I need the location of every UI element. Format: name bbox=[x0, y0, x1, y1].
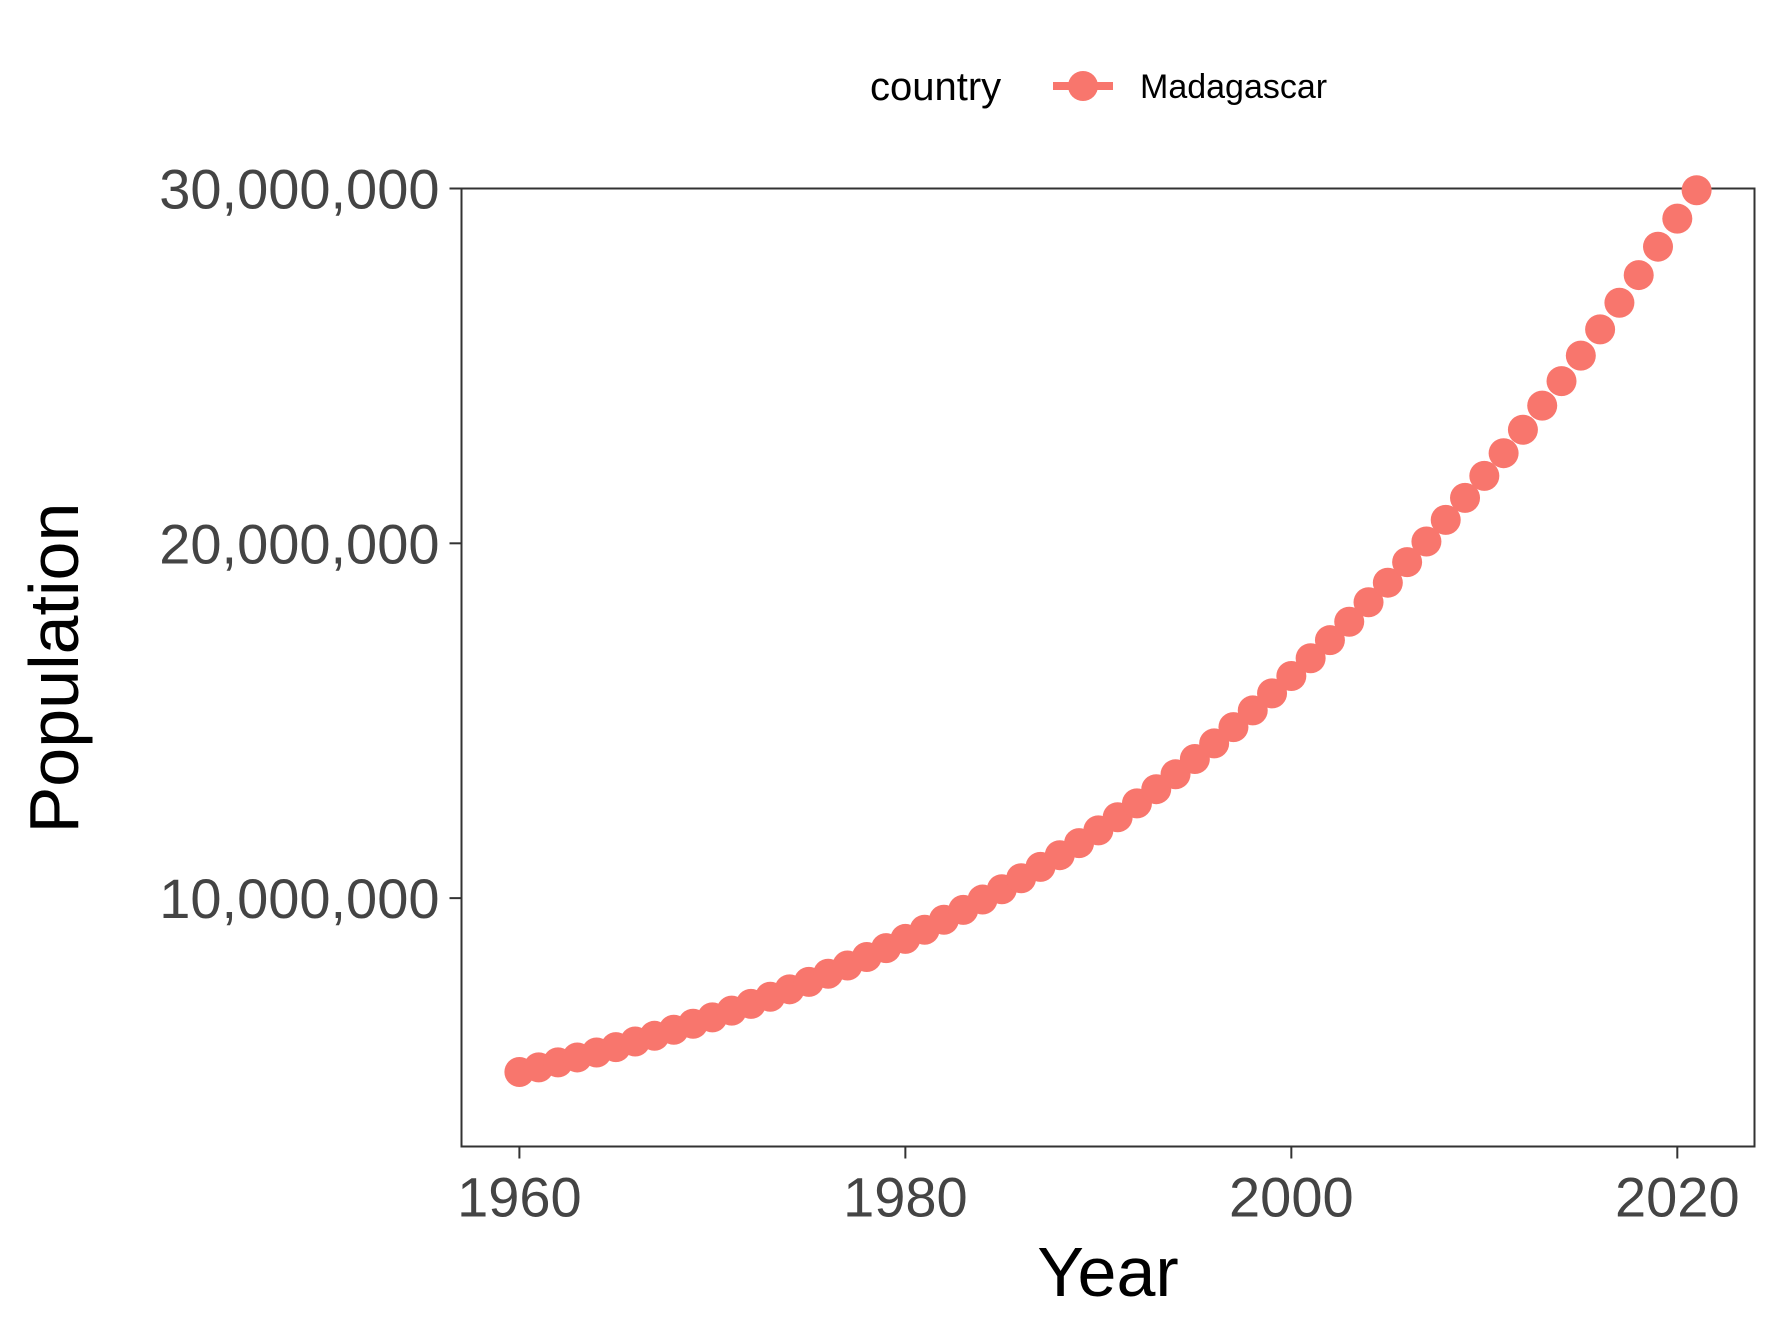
data-point-2020 bbox=[1662, 203, 1693, 234]
y-tick-label-1: 20,000,000 bbox=[159, 512, 439, 575]
legend: country Madagascar bbox=[870, 65, 1327, 109]
data-point-2004 bbox=[1353, 587, 1384, 618]
legend-title: country bbox=[870, 65, 1001, 109]
data-points bbox=[504, 175, 1712, 1087]
data-point-2017 bbox=[1604, 287, 1635, 318]
x-tick-label-1960: 1960 bbox=[457, 1166, 582, 1229]
legend-label-madagascar: Madagascar bbox=[1140, 68, 1327, 106]
data-point-2011 bbox=[1488, 438, 1519, 469]
plot-panel bbox=[460, 187, 1756, 1148]
data-point-2001 bbox=[1295, 643, 1326, 674]
data-point-2009 bbox=[1450, 482, 1481, 513]
data-point-2010 bbox=[1469, 460, 1500, 491]
data-point-1998 bbox=[1237, 695, 1268, 726]
y-tick-label-0: 10,000,000 bbox=[159, 867, 439, 930]
data-point-2016 bbox=[1585, 314, 1616, 345]
data-point-2021 bbox=[1681, 175, 1712, 206]
data-point-2015 bbox=[1565, 340, 1596, 371]
x-tick-label-2000: 2000 bbox=[1229, 1166, 1354, 1229]
data-point-2007 bbox=[1411, 526, 1442, 557]
x-axis-title: Year bbox=[1037, 1233, 1178, 1311]
x-axis: 1960 1980 2000 2020 bbox=[457, 1146, 1740, 1229]
data-point-2019 bbox=[1643, 231, 1674, 262]
data-point-2005 bbox=[1372, 567, 1403, 598]
data-point-2000 bbox=[1276, 661, 1307, 692]
data-point-2012 bbox=[1507, 414, 1538, 445]
y-axis: 10,000,000 20,000,000 30,000,000 bbox=[159, 158, 462, 930]
y-axis-title: Population bbox=[15, 503, 93, 834]
data-point-2018 bbox=[1623, 260, 1654, 291]
x-tick-label-1980: 1980 bbox=[843, 1166, 968, 1229]
y-tick-label-2: 30,000,000 bbox=[159, 158, 439, 221]
data-point-1999 bbox=[1257, 678, 1288, 709]
legend-key-point bbox=[1068, 71, 1098, 101]
data-point-2003 bbox=[1334, 606, 1365, 637]
data-point-2006 bbox=[1392, 547, 1423, 578]
data-point-2013 bbox=[1527, 390, 1558, 421]
data-point-2014 bbox=[1546, 366, 1577, 397]
x-tick-label-2020: 2020 bbox=[1615, 1166, 1740, 1229]
data-point-2008 bbox=[1430, 504, 1461, 535]
data-point-2002 bbox=[1314, 625, 1345, 656]
